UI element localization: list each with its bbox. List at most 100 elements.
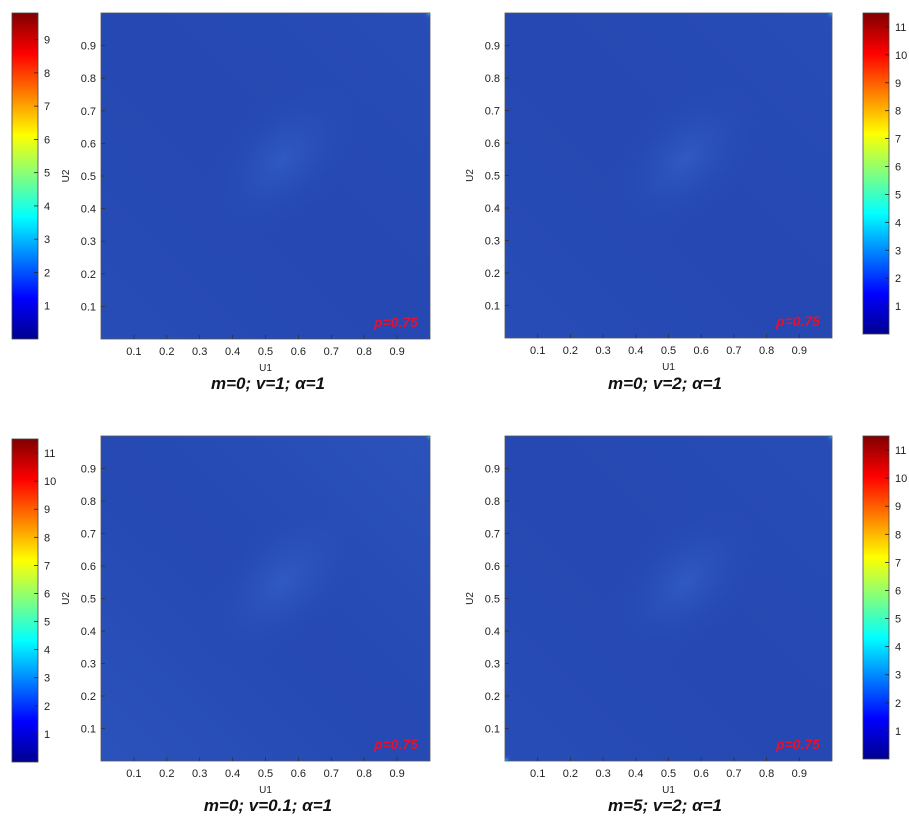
x-axis-label: U1 xyxy=(662,362,675,373)
rho-annotation: ρ=0.75 xyxy=(373,736,418,752)
x-tick-label: 0.4 xyxy=(225,768,240,780)
y-tick-label: 0.3 xyxy=(485,659,500,671)
x-tick-label: 0.8 xyxy=(759,768,774,780)
colorbar-tick-label: 10 xyxy=(895,50,907,62)
y-tick-label: 0.1 xyxy=(81,724,96,736)
y-tick-label: 0.6 xyxy=(81,138,96,150)
colorbar-tick-label: 4 xyxy=(44,645,50,657)
x-tick-label: 0.2 xyxy=(563,345,578,357)
colorbar-tick-label: 9 xyxy=(44,35,50,47)
x-tick-label: 0.5 xyxy=(258,346,273,358)
colorbar-tick-label: 2 xyxy=(895,273,901,285)
y-tick-label: 0.1 xyxy=(485,301,500,313)
colorbar-tick-label: 1 xyxy=(895,301,901,313)
colorbar-tick-label: 4 xyxy=(895,217,901,229)
x-tick-label: 0.6 xyxy=(291,768,306,780)
heatmap-ridge xyxy=(597,72,772,247)
colorbar-tick-label: 6 xyxy=(895,162,901,174)
y-tick-label: 0.9 xyxy=(485,41,500,53)
y-tick-label: 0.3 xyxy=(485,236,500,248)
colorbar-tick-label: 4 xyxy=(44,201,50,213)
colorbar-tick-label: 11 xyxy=(895,22,906,34)
colorbar-tick-label: 10 xyxy=(895,473,907,485)
rho-annotation: ρ=0.75 xyxy=(373,314,418,330)
chart-panel-1: 0.1 0.2 0.3 0.4 0.5 0.6 0.7 0.8 0.9 0.1 0.2 0.3 0.4 0… xyxy=(11,12,431,393)
y-tick-label: 0.1 xyxy=(485,724,500,736)
rho-annotation: ρ=0.75 xyxy=(775,313,820,329)
x-tick-label: 0.3 xyxy=(192,346,207,358)
y-axis-label: U2 xyxy=(465,592,476,605)
y-tick-label: 0.8 xyxy=(81,73,96,85)
x-axis-label: U1 xyxy=(259,363,272,374)
colorbar-tick-label: 6 xyxy=(44,134,50,146)
colorbar-tick-label: 7 xyxy=(44,101,50,113)
colorbar xyxy=(11,12,39,340)
y-tick-label: 0.7 xyxy=(485,529,500,541)
colorbar-tick-label: 9 xyxy=(895,78,901,90)
y-tick-label: 0.3 xyxy=(81,659,96,671)
y-tick-label: 0.1 xyxy=(81,301,96,313)
colorbar-tick-label: 11 xyxy=(895,445,906,457)
colorbar xyxy=(862,12,890,335)
density-peak xyxy=(772,13,832,73)
y-axis-label: U2 xyxy=(61,169,72,182)
colorbar-tick-label: 8 xyxy=(895,529,901,541)
panel-caption: m=0; v=2; α=1 xyxy=(608,374,722,393)
heatmap-ridge xyxy=(597,495,772,670)
colorbar-tick-label: 8 xyxy=(44,532,50,544)
colorbar-tick-label: 9 xyxy=(895,501,901,513)
panel-caption: m=0; v=0.1; α=1 xyxy=(204,796,332,815)
x-axis-label: U1 xyxy=(662,785,675,796)
panel-caption: m=5; v=2; α=1 xyxy=(608,796,722,815)
colorbar-tick-label: 8 xyxy=(895,106,901,118)
panel-caption: m=0; v=1; α=1 xyxy=(211,374,325,393)
colorbar-tick-label: 1 xyxy=(44,301,50,313)
colorbar-tick-label: 6 xyxy=(895,585,901,597)
y-tick-label: 0.4 xyxy=(81,626,96,638)
x-tick-label: 0.5 xyxy=(258,768,273,780)
y-tick-label: 0.5 xyxy=(485,594,500,606)
colorbar-tick-label: 1 xyxy=(895,726,901,738)
x-tick-label: 0.9 xyxy=(792,345,807,357)
chart-panel-4: 0.1 0.2 0.3 0.4 0.5 0.6 0.7 0.8 0.9 0.1 0.2 0.3 0.4 0… xyxy=(465,435,907,815)
y-tick-label: 0.2 xyxy=(81,691,96,703)
x-tick-label: 0.8 xyxy=(759,345,774,357)
colorbar-tick-label: 4 xyxy=(895,642,901,654)
x-tick-label: 0.1 xyxy=(126,346,141,358)
x-tick-label: 0.2 xyxy=(563,768,578,780)
colorbar-tick-label: 3 xyxy=(895,245,901,257)
colorbar-tick-label: 1 xyxy=(44,729,50,741)
x-tick-label: 0.7 xyxy=(726,768,741,780)
y-tick-label: 0.8 xyxy=(81,496,96,508)
x-tick-label: 0.8 xyxy=(357,346,372,358)
y-tick-label: 0.3 xyxy=(81,236,96,248)
heatmap-ridge xyxy=(194,72,370,248)
y-tick-label: 0.8 xyxy=(485,73,500,85)
y-tick-label: 0.6 xyxy=(485,138,500,150)
y-tick-label: 0.6 xyxy=(485,561,500,573)
colorbar-tick-label: 6 xyxy=(44,588,50,600)
x-tick-label: 0.1 xyxy=(530,345,545,357)
y-tick-label: 0.8 xyxy=(485,496,500,508)
x-tick-label: 0.8 xyxy=(357,768,372,780)
y-tick-label: 0.9 xyxy=(485,464,500,476)
y-tick-label: 0.5 xyxy=(485,171,500,183)
colorbar-tick-label: 7 xyxy=(895,557,901,569)
x-tick-label: 0.6 xyxy=(694,768,709,780)
x-tick-label: 0.4 xyxy=(628,345,643,357)
x-tick-label: 0.3 xyxy=(595,345,610,357)
chart-panel-3: 0.1 0.2 0.3 0.4 0.5 0.6 0.7 0.8 0.9 0.1 0.2 0.3 0.4 0… xyxy=(11,435,431,815)
colorbar-tick-label: 2 xyxy=(895,698,901,710)
y-tick-label: 0.7 xyxy=(81,529,96,541)
x-tick-label: 0.4 xyxy=(628,768,643,780)
colorbar-tick-label: 8 xyxy=(44,68,50,80)
colorbar-tick-label: 10 xyxy=(44,476,56,488)
density-peak xyxy=(370,13,430,73)
x-axis-label: U1 xyxy=(259,785,272,796)
colorbar-tick-label: 2 xyxy=(44,267,50,279)
y-tick-label: 0.7 xyxy=(485,106,500,118)
colorbar-tick-label: 3 xyxy=(44,673,50,685)
x-tick-label: 0.1 xyxy=(126,768,141,780)
colorbar-tick-label: 5 xyxy=(44,168,50,180)
